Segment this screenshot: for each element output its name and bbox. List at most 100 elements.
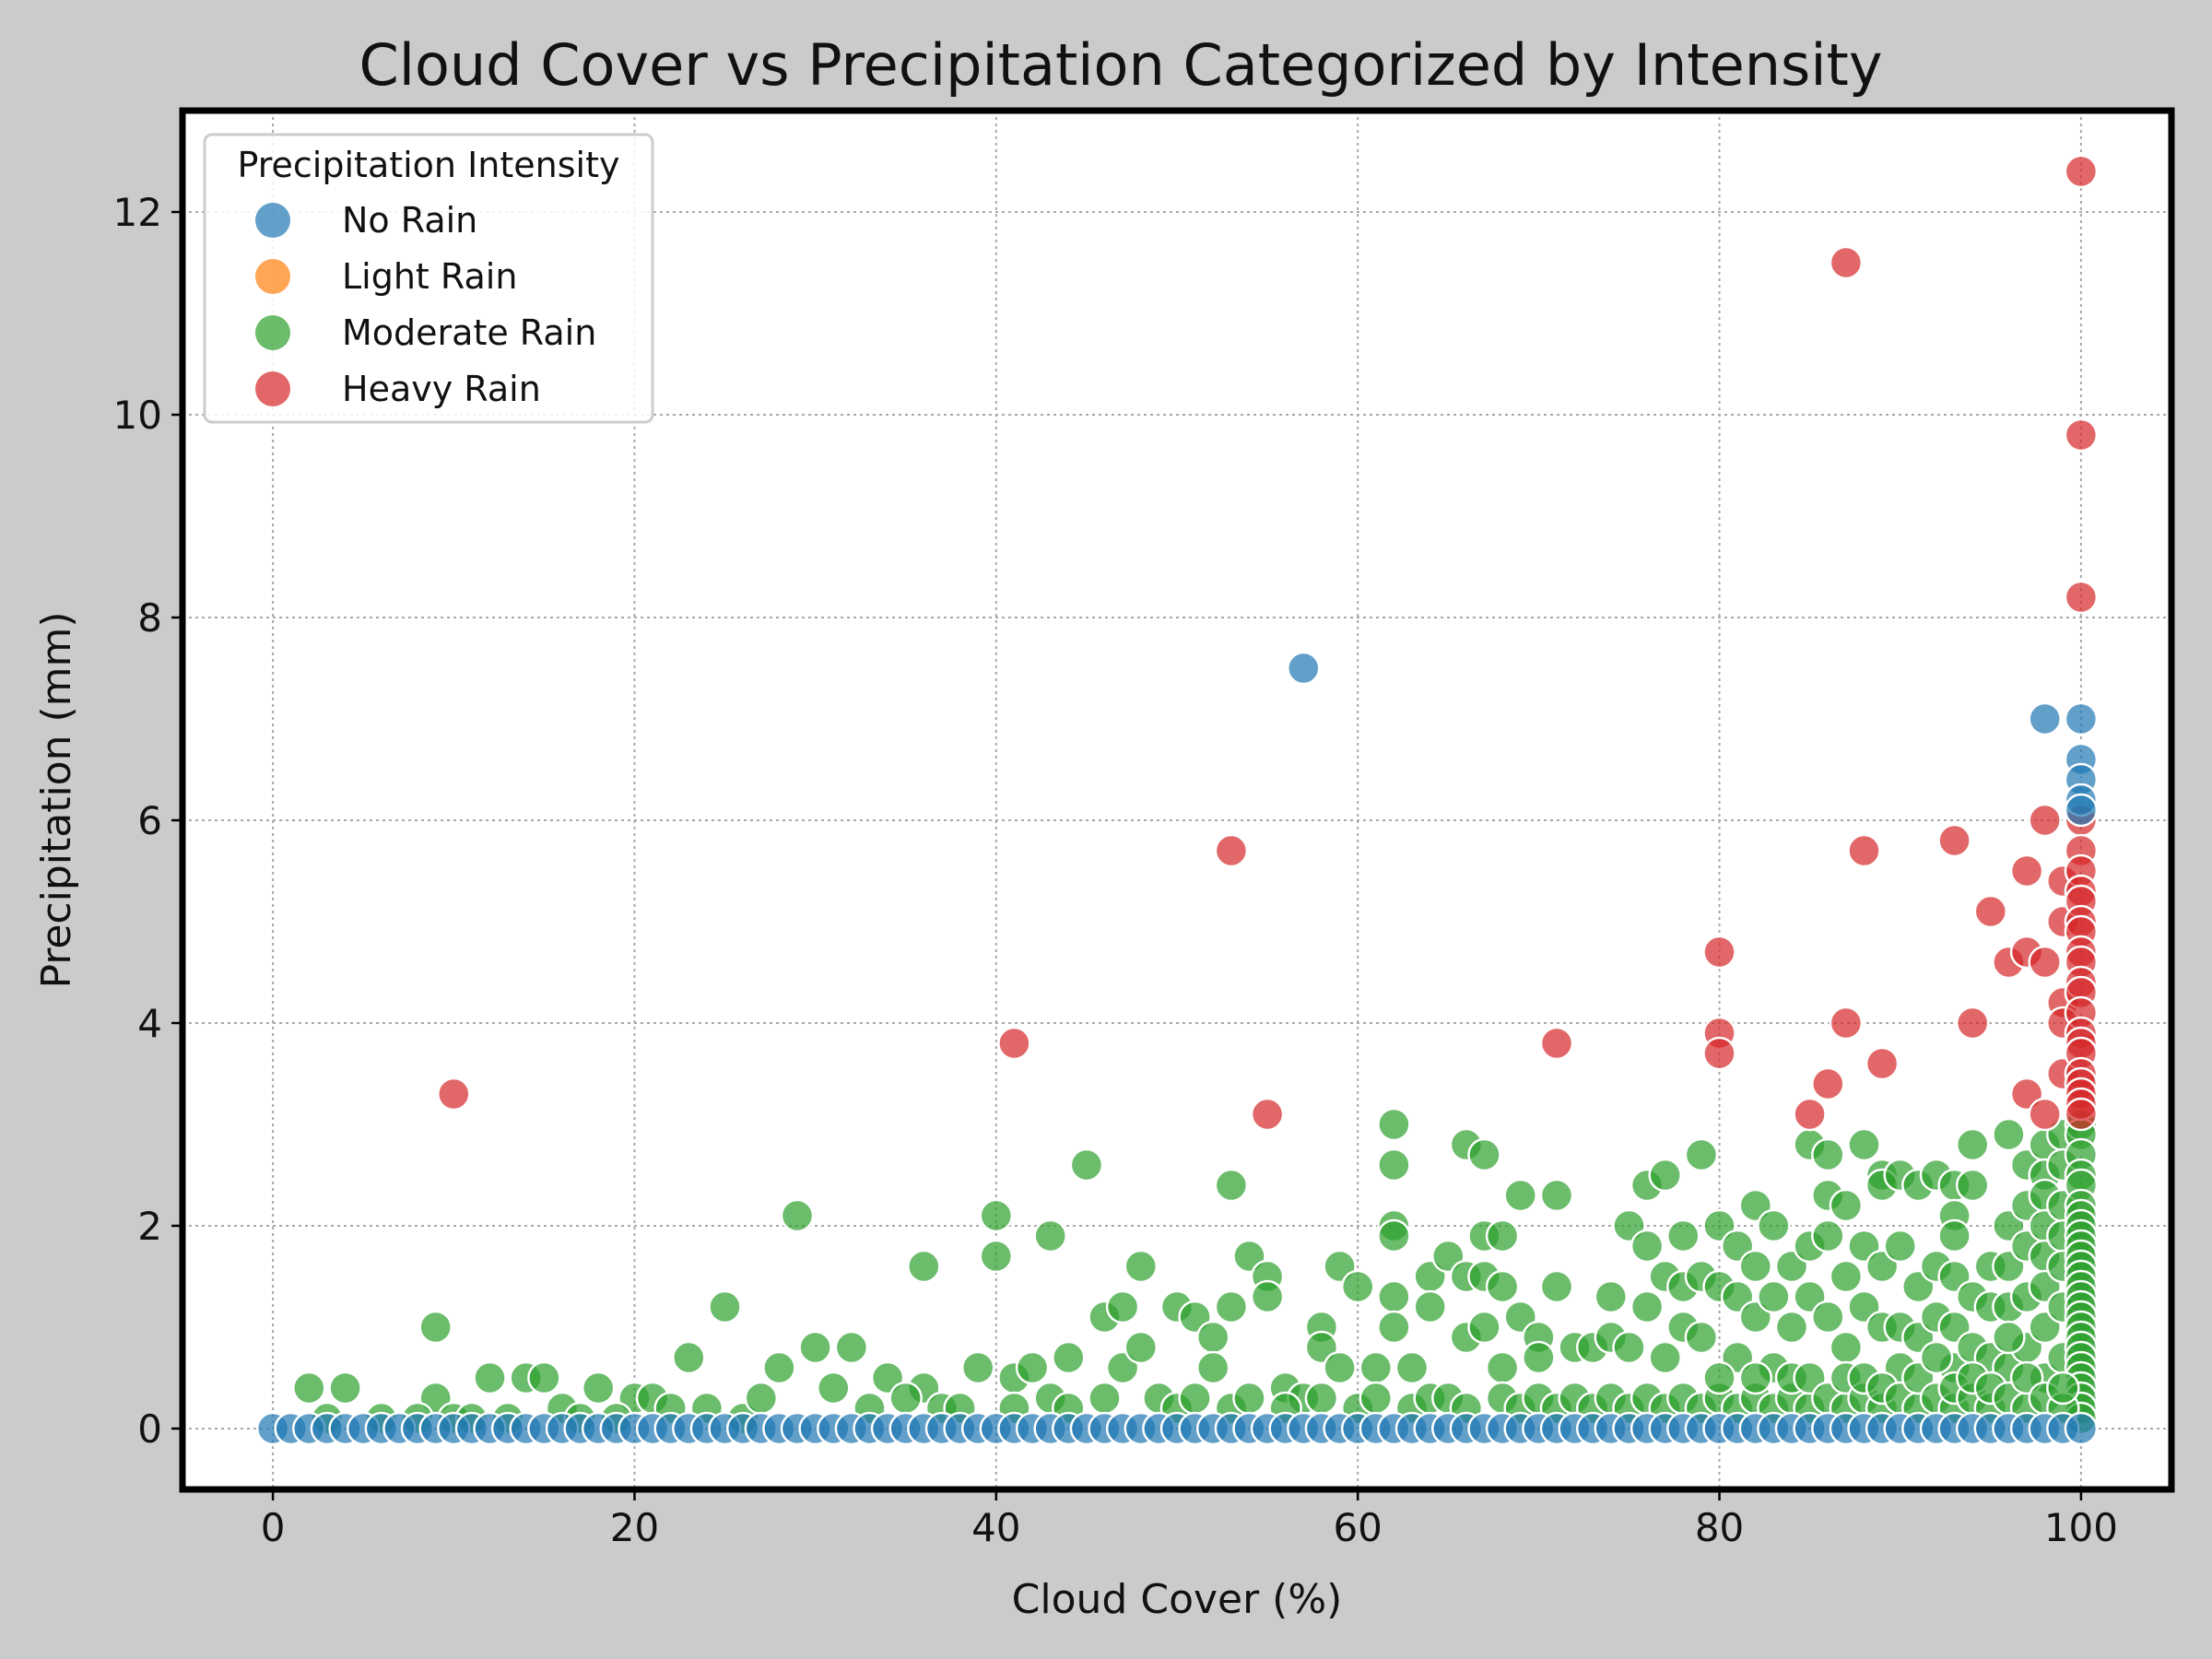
data-point-moderate-rain — [1738, 1249, 1773, 1284]
data-point-moderate-rain — [1467, 1310, 1501, 1345]
data-point-moderate-rain — [1702, 1360, 1736, 1395]
data-point-moderate-rain — [1413, 1289, 1447, 1324]
data-point-moderate-rain — [979, 1239, 1014, 1274]
series-no-rain — [255, 651, 2099, 1446]
data-point-moderate-rain — [1666, 1218, 1700, 1253]
axis-ticks: 0 20 40 60 80 100 0 2 4 6 8 10 12 — [113, 190, 2118, 1550]
data-point-moderate-rain — [1539, 1178, 1574, 1213]
data-point-moderate-rain — [418, 1310, 453, 1345]
data-point-moderate-rain — [1015, 1350, 1050, 1385]
data-point-moderate-rain — [1467, 1137, 1501, 1172]
plot-frame — [179, 107, 2175, 1493]
data-point-moderate-rain — [1774, 1310, 1809, 1345]
data-point-moderate-rain — [1883, 1229, 1917, 1264]
data-point-heavy-rain — [2064, 1097, 2099, 1132]
data-point-moderate-rain — [1485, 1218, 1520, 1253]
data-point-moderate-rain — [1757, 1208, 1791, 1243]
data-point-moderate-rain — [1648, 1158, 1682, 1193]
data-point-heavy-rain — [1829, 245, 1864, 280]
legend-label-light-rain: Light Rain — [342, 256, 517, 297]
data-point-moderate-rain — [1594, 1279, 1629, 1314]
legend-box — [203, 133, 654, 424]
data-point-heavy-rain — [1955, 1006, 1990, 1041]
data-point-heavy-rain — [2028, 1097, 2062, 1132]
data-point-moderate-rain — [1069, 1147, 1104, 1182]
data-point-moderate-rain — [1648, 1340, 1682, 1375]
data-point-moderate-rain — [762, 1350, 796, 1385]
data-point-heavy-rain — [1865, 1046, 1900, 1081]
data-point-moderate-rain — [1088, 1381, 1122, 1416]
data-point-moderate-rain — [1684, 1137, 1719, 1172]
data-point-moderate-rain — [907, 1249, 941, 1284]
data-point-heavy-rain — [2028, 803, 2062, 838]
data-point-moderate-rain — [1124, 1249, 1159, 1284]
data-point-moderate-rain — [1377, 1310, 1411, 1345]
legend-title: Precipitation Intensity — [238, 145, 620, 185]
data-point-moderate-rain — [1829, 1188, 1864, 1223]
data-point-moderate-rain — [798, 1330, 832, 1365]
data-point-moderate-rain — [1232, 1381, 1266, 1416]
y-tick-label: 8 — [137, 595, 162, 641]
data-point-heavy-rain — [1214, 833, 1249, 868]
legend-item-moderate-rain: Moderate Rain — [255, 312, 596, 353]
data-point-moderate-rain — [1630, 1229, 1665, 1264]
data-point-moderate-rain — [292, 1371, 326, 1406]
data-point-heavy-rain — [1829, 1006, 1864, 1041]
data-point-heavy-rain — [2064, 418, 2099, 453]
data-point-heavy-rain — [2028, 945, 2062, 980]
data-point-moderate-rain — [1612, 1330, 1646, 1365]
legend-label-no-rain: No Rain — [342, 200, 477, 241]
data-point-moderate-rain — [1992, 1320, 2026, 1355]
data-point-moderate-rain — [1323, 1350, 1357, 1385]
data-point-heavy-rain — [1702, 1036, 1736, 1071]
data-point-no-rain — [1287, 651, 1321, 686]
y-tick-label: 6 — [137, 798, 162, 843]
y-tick-label: 12 — [113, 190, 162, 235]
data-point-moderate-rain — [1124, 1330, 1159, 1365]
y-tick-label: 0 — [137, 1406, 162, 1452]
data-point-heavy-rain — [1250, 1097, 1285, 1132]
data-point-heavy-rain — [1811, 1066, 1845, 1101]
data-point-heavy-rain — [2064, 580, 2099, 615]
data-point-moderate-rain — [780, 1198, 815, 1233]
data-point-no-rain — [2064, 1411, 2099, 1446]
data-point-moderate-rain — [2046, 1371, 2080, 1406]
data-point-moderate-rain — [1178, 1381, 1212, 1416]
data-point-heavy-rain — [2009, 853, 2044, 888]
data-point-no-rain — [2064, 793, 2099, 828]
x-tick-label: 60 — [1333, 1505, 1382, 1550]
data-point-moderate-rain — [1757, 1279, 1791, 1314]
y-tick-label: 4 — [137, 1001, 162, 1046]
data-points — [255, 154, 2099, 1446]
data-point-moderate-rain — [527, 1360, 561, 1395]
legend-item-heavy-rain: Heavy Rain — [255, 369, 541, 409]
data-point-moderate-rain — [1214, 1168, 1249, 1203]
data-point-moderate-rain — [1522, 1340, 1556, 1375]
data-point-moderate-rain — [1684, 1320, 1719, 1355]
data-point-heavy-rain — [2064, 154, 2099, 189]
legend-item-no-rain: No Rain — [255, 200, 477, 241]
data-point-moderate-rain — [1992, 1117, 2026, 1152]
data-point-moderate-rain — [1214, 1289, 1249, 1324]
data-point-moderate-rain — [1195, 1320, 1230, 1355]
data-point-moderate-rain — [1394, 1350, 1430, 1385]
data-point-moderate-rain — [708, 1289, 742, 1324]
data-point-moderate-rain — [1630, 1289, 1665, 1324]
y-tick-label: 2 — [137, 1204, 162, 1249]
x-tick-label: 0 — [261, 1505, 286, 1550]
x-tick-label: 40 — [971, 1505, 1020, 1550]
data-point-moderate-rain — [328, 1371, 362, 1406]
data-point-moderate-rain — [1340, 1269, 1375, 1304]
data-point-moderate-rain — [1377, 1279, 1411, 1314]
data-point-moderate-rain — [1377, 1107, 1411, 1142]
data-point-moderate-rain — [1955, 1168, 1990, 1203]
chart-title: Cloud Cover vs Precipitation Categorized… — [359, 31, 1882, 99]
data-point-moderate-rain — [581, 1371, 616, 1406]
data-point-moderate-rain — [744, 1381, 779, 1416]
data-point-heavy-rain — [1702, 935, 1736, 970]
data-point-moderate-rain — [960, 1350, 995, 1385]
data-point-no-rain — [2064, 701, 2099, 736]
data-point-moderate-rain — [1829, 1330, 1864, 1365]
x-tick-label: 20 — [610, 1505, 659, 1550]
